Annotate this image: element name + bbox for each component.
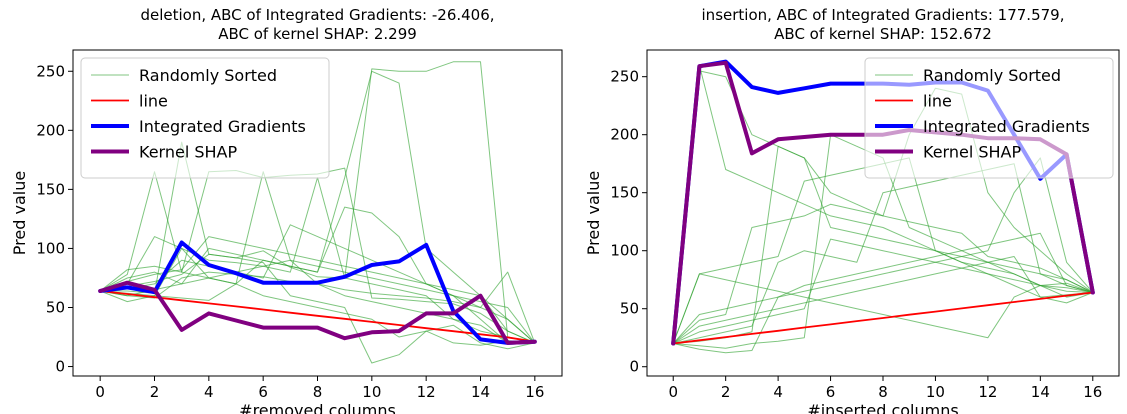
series-line-9 — [99, 224, 536, 344]
legend-entry: line — [923, 92, 952, 111]
legend-entry: Kernel SHAP — [923, 143, 1021, 162]
legend-box — [80, 57, 330, 179]
series-line-9 — [672, 273, 1094, 344]
series-line-5 — [672, 232, 1094, 354]
series-line-11 — [99, 236, 536, 344]
series-line-6 — [672, 238, 1094, 344]
chart-title-line-2: ABC of kernel SHAP: 152.672 — [774, 25, 992, 43]
y-tick-label: 50 — [620, 300, 639, 318]
y-tick-label: 250 — [36, 62, 65, 80]
series-line-13 — [99, 290, 536, 343]
x-tick-label: 14 — [471, 383, 490, 401]
x-tick-label: 2 — [150, 383, 160, 401]
legend-entry: Randomly Sorted — [139, 66, 277, 85]
series-line-2 — [99, 61, 536, 344]
legend-box — [864, 57, 1114, 179]
series-line-13 — [672, 291, 1094, 345]
x-tick-label: 16 — [525, 383, 544, 401]
x-tick-label: 12 — [417, 383, 436, 401]
x-tick-label: 0 — [95, 383, 105, 401]
series-line-15 — [98, 280, 537, 345]
y-axis-label: Pred value — [584, 171, 603, 255]
x-tick-label: 6 — [258, 383, 268, 401]
x-tick-label: 0 — [668, 383, 678, 401]
x-tick-label: 4 — [204, 383, 214, 401]
x-tick-label: 8 — [313, 383, 323, 401]
x-axis-label: #inserted columns — [807, 401, 958, 414]
series-line-12 — [672, 64, 1094, 344]
x-tick-label: 4 — [773, 383, 783, 401]
legend-entry: Kernel SHAP — [139, 143, 237, 162]
legend-entry: line — [139, 92, 168, 111]
plot-area — [98, 61, 537, 364]
series-line-10 — [99, 70, 536, 344]
series-line-6 — [99, 171, 536, 344]
series-line-8 — [672, 157, 1094, 344]
y-tick-label: 200 — [36, 121, 65, 139]
y-tick-label: 150 — [36, 180, 65, 198]
x-tick-label: 6 — [826, 383, 836, 401]
y-axis-label: Pred value — [10, 171, 29, 255]
chart-title-line-1: deletion, ABC of Integrated Gradients: -… — [140, 6, 494, 24]
x-tick-label: 10 — [362, 383, 381, 401]
chart-panel-2: insertion, ABC of Integrated Gradients: … — [584, 6, 1120, 414]
x-tick-label: 12 — [978, 383, 997, 401]
legend: Randomly Sorted line Integrated Gradients K… — [80, 57, 330, 179]
series-line-3 — [672, 70, 1094, 344]
legend: Randomly Sorted line Integrated Gradients K… — [864, 57, 1114, 179]
series-line-4 — [672, 163, 1094, 344]
series-line-14 — [98, 240, 537, 345]
legend-entry: Integrated Gradients — [139, 117, 306, 136]
x-axis-label: #removed columns — [239, 401, 396, 414]
chart-title-line-1: insertion, ABC of Integrated Gradients: … — [702, 6, 1065, 24]
y-tick-label: 250 — [610, 68, 639, 86]
chart-title-line-2: ABC of kernel SHAP: 2.299 — [218, 25, 417, 43]
y-tick-label: 0 — [629, 358, 639, 376]
y-tick-label: 50 — [46, 298, 65, 316]
y-tick-label: 150 — [610, 184, 639, 202]
x-tick-label: 10 — [926, 383, 945, 401]
x-tick-label: 14 — [1031, 383, 1050, 401]
x-tick-label: 16 — [1083, 383, 1102, 401]
series-line-7 — [99, 253, 536, 364]
y-tick-label: 0 — [55, 358, 65, 376]
y-tick-label: 100 — [36, 239, 65, 257]
legend-entry: Randomly Sorted — [923, 66, 1061, 85]
series-line-11 — [672, 256, 1094, 344]
series-line-8 — [99, 171, 536, 350]
y-tick-label: 200 — [610, 126, 639, 144]
y-tick-label: 100 — [610, 242, 639, 260]
legend-entry: Integrated Gradients — [923, 117, 1090, 136]
x-tick-label: 8 — [878, 383, 888, 401]
chart-panel-1: deletion, ABC of Integrated Gradients: -… — [10, 6, 563, 414]
x-tick-label: 2 — [721, 383, 731, 401]
